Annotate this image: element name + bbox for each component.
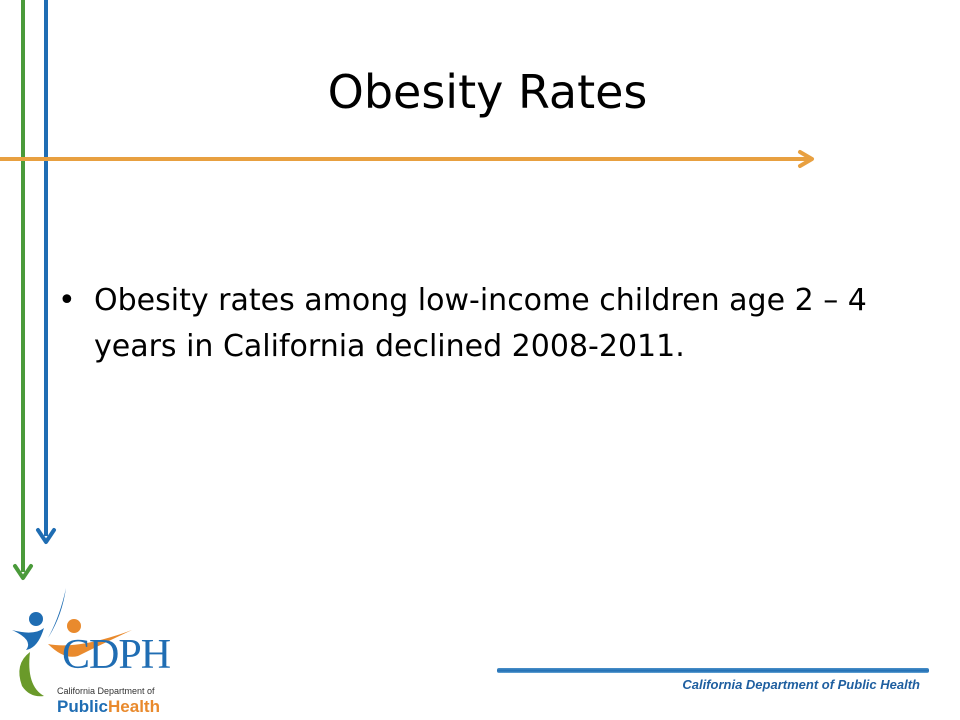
green-arrowhead-icon [13,564,33,580]
logo-word-public: Public [57,697,109,716]
logo-acronym: CDPH [62,632,171,678]
logo-subtitle: California Department of [57,686,155,696]
orange-arrowhead-icon [798,150,814,168]
bullet-item: • Obesity rates among low-income childre… [58,278,918,370]
slide-title: Obesity Rates [327,65,648,119]
logo-word-health: Health [108,697,160,716]
bullet-text: Obesity rates among low-income children … [94,283,867,364]
footer-org-name: California Department of Public Health [682,677,920,692]
blue-arrowhead-icon [36,528,56,544]
logo-public-health: PublicHealth [57,697,160,717]
cdph-logo-icon [12,588,132,697]
footer-divider [497,668,929,673]
bullet-dot-icon: • [58,283,76,318]
bullet-list: • Obesity rates among low-income childre… [58,278,918,370]
